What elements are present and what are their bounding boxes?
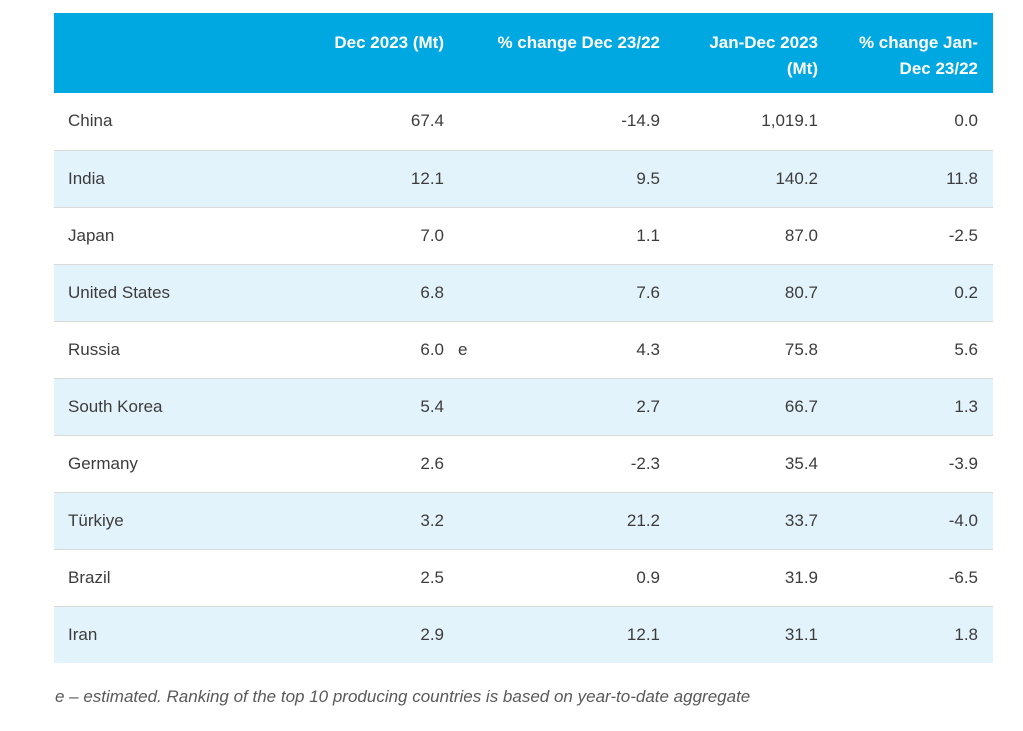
footnote: e – estimated. Ranking of the top 10 pro… [55, 687, 751, 706]
table-row: United States 6.8 7.6 80.7 0.2 [54, 263, 993, 321]
pct-change-dec-cell: 9.5 [492, 149, 675, 207]
table-row: Germany 2.6 -2.3 35.4 -3.9 [54, 434, 993, 492]
country-cell: Russia [54, 320, 294, 378]
pct-change-jan-dec-cell: 0.2 [833, 263, 993, 321]
pct-change-dec-cell: -14.9 [492, 93, 675, 150]
dec-2023-value: 2.5 [420, 567, 444, 587]
dec-2023-value: 2.6 [420, 453, 444, 473]
pct-change-jan-dec-cell: 0.0 [833, 93, 993, 150]
country-cell: Japan [54, 206, 294, 264]
pct-change-dec-cell: 21.2 [492, 491, 675, 549]
table-row: South Korea 5.4 2.7 66.7 1.3 [54, 377, 993, 435]
pct-change-dec-cell: 0.9 [492, 548, 675, 606]
estimate-marker: e [458, 339, 468, 359]
dec-2023-cell: 2.9 [294, 605, 492, 663]
dec-2023-cell: 3.2 [294, 491, 492, 549]
pct-change-jan-dec-cell: -3.9 [833, 434, 993, 492]
dec-2023-value: 67.4 [410, 111, 444, 131]
table-body: China 67.4 -14.9 1,019.1 0.0 India 12.1 … [54, 93, 993, 663]
dec-2023-cell: 12.1 [294, 149, 492, 207]
production-table: Dec 2023 (Mt) % change Dec 23/22 Jan-Dec… [54, 13, 993, 663]
jan-dec-2023-cell: 33.7 [675, 491, 833, 549]
dec-2023-value: 6.0 [420, 339, 444, 359]
dec-2023-value: 5.4 [420, 396, 444, 416]
dec-2023-cell: 2.5 [294, 548, 492, 606]
country-cell: Brazil [54, 548, 294, 606]
col-header-pct-change-dec: % change Dec 23/22 [492, 13, 675, 93]
dec-2023-value: 12.1 [410, 168, 444, 188]
country-cell: Germany [54, 434, 294, 492]
pct-change-dec-cell: 7.6 [492, 263, 675, 321]
country-cell: South Korea [54, 377, 294, 435]
pct-change-jan-dec-cell: 11.8 [833, 149, 993, 207]
table-row: China 67.4 -14.9 1,019.1 0.0 [54, 93, 993, 150]
jan-dec-2023-cell: 35.4 [675, 434, 833, 492]
country-cell: Iran [54, 605, 294, 663]
col-header-pct-change-jan-dec: % change Jan-Dec 23/22 [833, 13, 993, 93]
pct-change-jan-dec-cell: -2.5 [833, 206, 993, 264]
country-cell: China [54, 93, 294, 150]
dec-2023-value: 2.9 [420, 624, 444, 644]
jan-dec-2023-cell: 31.9 [675, 548, 833, 606]
dec-2023-cell: 5.4 [294, 377, 492, 435]
col-header-jan-dec-2023: Jan-Dec 2023 (Mt) [675, 13, 833, 93]
dec-2023-value: 7.0 [420, 225, 444, 245]
dec-2023-cell: 6.0 e [294, 320, 492, 378]
production-table-container: Dec 2023 (Mt) % change Dec 23/22 Jan-Dec… [54, 13, 993, 663]
jan-dec-2023-cell: 80.7 [675, 263, 833, 321]
pct-change-jan-dec-cell: -6.5 [833, 548, 993, 606]
country-cell: India [54, 149, 294, 207]
dec-2023-cell: 67.4 [294, 93, 492, 150]
jan-dec-2023-cell: 140.2 [675, 149, 833, 207]
country-cell: Türkiye [54, 491, 294, 549]
col-header-country [54, 13, 294, 93]
pct-change-dec-cell: 1.1 [492, 206, 675, 264]
pct-change-jan-dec-cell: -4.0 [833, 491, 993, 549]
jan-dec-2023-cell: 66.7 [675, 377, 833, 435]
pct-change-jan-dec-cell: 1.8 [833, 605, 993, 663]
pct-change-dec-cell: -2.3 [492, 434, 675, 492]
jan-dec-2023-cell: 31.1 [675, 605, 833, 663]
table-header: Dec 2023 (Mt) % change Dec 23/22 Jan-Dec… [54, 13, 993, 93]
pct-change-dec-cell: 2.7 [492, 377, 675, 435]
table-row: India 12.1 9.5 140.2 11.8 [54, 149, 993, 207]
pct-change-dec-cell: 12.1 [492, 605, 675, 663]
table-row: Japan 7.0 1.1 87.0 -2.5 [54, 206, 993, 264]
table-header-row: Dec 2023 (Mt) % change Dec 23/22 Jan-Dec… [54, 13, 993, 93]
dec-2023-value: 6.8 [420, 282, 444, 302]
pct-change-jan-dec-cell: 5.6 [833, 320, 993, 378]
jan-dec-2023-cell: 1,019.1 [675, 93, 833, 150]
dec-2023-cell: 2.6 [294, 434, 492, 492]
col-header-dec-2023: Dec 2023 (Mt) [294, 13, 492, 93]
table-row: Türkiye 3.2 21.2 33.7 -4.0 [54, 491, 993, 549]
table-row: Brazil 2.5 0.9 31.9 -6.5 [54, 548, 993, 606]
dec-2023-value: 3.2 [420, 510, 444, 530]
table-row: Russia 6.0 e 4.3 75.8 5.6 [54, 320, 993, 378]
dec-2023-cell: 7.0 [294, 206, 492, 264]
pct-change-dec-cell: 4.3 [492, 320, 675, 378]
dec-2023-cell: 6.8 [294, 263, 492, 321]
country-cell: United States [54, 263, 294, 321]
jan-dec-2023-cell: 75.8 [675, 320, 833, 378]
pct-change-jan-dec-cell: 1.3 [833, 377, 993, 435]
table-row: Iran 2.9 12.1 31.1 1.8 [54, 605, 993, 663]
jan-dec-2023-cell: 87.0 [675, 206, 833, 264]
